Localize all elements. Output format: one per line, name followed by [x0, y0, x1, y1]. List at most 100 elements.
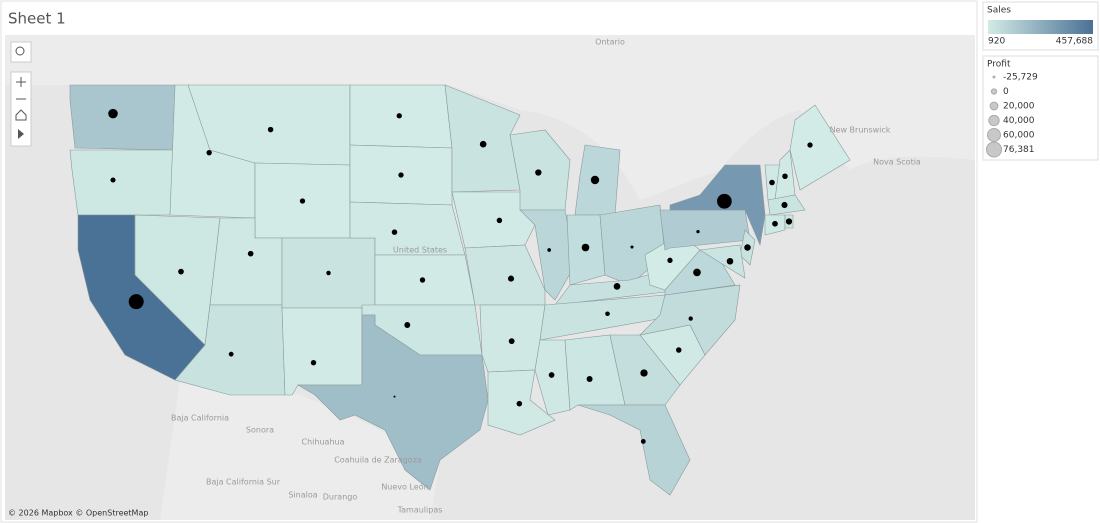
- legend-title: Profit: [987, 60, 1011, 70]
- legend-label: 76,381: [1003, 145, 1035, 155]
- profit-dot: [507, 275, 515, 282]
- profit-dot: [717, 193, 732, 209]
- legend-label: 457,688: [1056, 37, 1093, 47]
- profit-dot: [807, 142, 813, 148]
- profit-dot: [782, 173, 788, 179]
- profit-dot: [581, 243, 590, 252]
- profit-dot: [326, 270, 331, 276]
- profit-dot: [688, 316, 693, 321]
- pan[interactable]: [18, 129, 24, 139]
- profit-dot: [630, 245, 634, 249]
- profit-dot: [404, 322, 411, 328]
- home[interactable]: [15, 109, 27, 121]
- profit-dot: [108, 108, 118, 119]
- profit-dot: [781, 201, 788, 209]
- legend-dot: [986, 141, 1002, 158]
- legend-label: -25,729: [1003, 73, 1038, 83]
- profit-dot: [516, 400, 523, 407]
- profit-dot: [785, 218, 793, 225]
- legend-label: 60,000: [1003, 131, 1035, 141]
- sheet-frame: [0, 0, 978, 523]
- state: [699, 244, 746, 279]
- profit-dot: [667, 257, 673, 263]
- place-label: Nuevo León: [381, 482, 428, 492]
- place-label: Baja California: [171, 414, 229, 423]
- profit-dot: [590, 175, 600, 185]
- profit-dot: [508, 338, 515, 345]
- profit-dot: [547, 248, 552, 252]
- place-label: United States: [393, 246, 447, 255]
- profit-dot: [178, 268, 184, 275]
- profit-dot: [299, 198, 306, 204]
- canada: [5, 35, 975, 200]
- place-label: New Brunswick: [830, 126, 891, 135]
- legend-dot: [988, 114, 1000, 127]
- profit-dot: [769, 179, 775, 186]
- profit-dot: [586, 375, 593, 383]
- zoom-toolbar: [10, 71, 32, 147]
- state: [577, 404, 691, 496]
- profit-dot: [396, 113, 402, 119]
- legend-dot: [987, 128, 1001, 142]
- profit-dot: [128, 294, 144, 310]
- profit-dot: [110, 177, 116, 183]
- profit-dot: [398, 172, 404, 178]
- profit-dot: [535, 169, 542, 176]
- profit-dot: [391, 229, 398, 235]
- profit-dot: [310, 359, 317, 366]
- profit-dot: [726, 257, 734, 265]
- search-button[interactable]: [10, 41, 32, 63]
- legend-label: 0: [1003, 87, 1009, 97]
- mexico: [160, 380, 440, 520]
- profit-dot: [696, 229, 700, 234]
- search-icon: [15, 46, 25, 56]
- state: [464, 244, 546, 306]
- profit-dot: [693, 268, 701, 277]
- legend-title: Sales: [987, 6, 1011, 16]
- profit-dot: [228, 351, 234, 357]
- profit-dot: [772, 220, 778, 227]
- legend-label: 40,000: [1003, 116, 1035, 126]
- attribution: © 2026 Mapbox © OpenStreetMap: [8, 509, 148, 518]
- state: [69, 149, 176, 216]
- profit-dot: [393, 395, 396, 398]
- state: [281, 307, 363, 396]
- place-label: Durango: [323, 493, 358, 502]
- zoom-in[interactable]: [16, 77, 26, 87]
- place-label: Baja California Sur: [206, 478, 281, 487]
- state: [789, 104, 851, 191]
- place-label: Tamaulipas: [397, 506, 443, 515]
- profit-dot: [206, 149, 212, 156]
- sheet-title: Sheet 1: [8, 10, 66, 28]
- profit-dot: [605, 311, 610, 317]
- profit-dot: [419, 277, 426, 283]
- place-label: Sonora: [246, 426, 274, 435]
- place-label: Nova Scotia: [873, 158, 921, 167]
- map-controls: [10, 41, 32, 147]
- state: [296, 314, 489, 491]
- legend-dot: [990, 88, 998, 95]
- profit-dot: [479, 140, 487, 148]
- place-label: Ontario: [595, 38, 625, 47]
- legend-label: 920: [988, 37, 1005, 47]
- legend-label: 20,000: [1003, 102, 1035, 112]
- profit-dot: [548, 372, 555, 378]
- profit-dot: [496, 217, 503, 224]
- profit-dot: [744, 244, 751, 251]
- profit-dot: [613, 283, 621, 290]
- state: [69, 84, 176, 151]
- profit-dot: [267, 126, 274, 133]
- profit-dot: [640, 439, 646, 444]
- place-label: Sinaloa: [288, 491, 317, 500]
- place-label: Coahuila de Zaragoza: [334, 456, 422, 465]
- profit-dot: [247, 250, 254, 257]
- legend-dot: [992, 75, 996, 79]
- size-legend: [982, 55, 1099, 161]
- color-ramp: [988, 20, 1093, 34]
- legend-dot: [989, 101, 999, 111]
- profit-dot: [675, 347, 682, 353]
- profit-dot: [640, 369, 648, 377]
- place-label: Chihuahua: [302, 438, 345, 447]
- state: [451, 191, 536, 249]
